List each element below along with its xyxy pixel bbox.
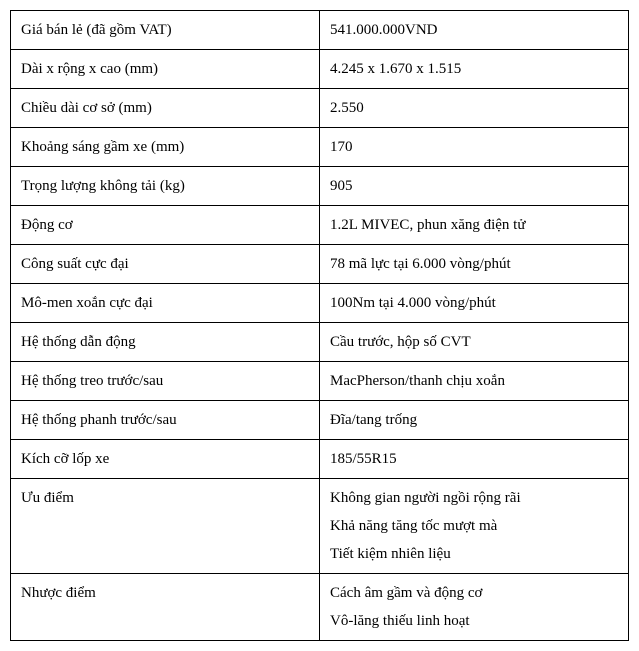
spec-label: Hệ thống dẫn động	[11, 323, 320, 362]
table-row: Kích cỡ lốp xe185/55R15	[11, 440, 629, 479]
table-row: Hệ thống dẫn độngCầu trước, hộp số CVT	[11, 323, 629, 362]
spec-value: 905	[320, 167, 629, 206]
spec-label: Nhược điểm	[11, 574, 320, 641]
spec-value-line: Cách âm gầm và động cơ	[330, 581, 618, 605]
table-row: Giá bán lẻ (đã gồm VAT)541.000.000VND	[11, 11, 629, 50]
spec-label: Động cơ	[11, 206, 320, 245]
spec-label: Dài x rộng x cao (mm)	[11, 50, 320, 89]
spec-label: Chiều dài cơ sở (mm)	[11, 89, 320, 128]
table-row: Dài x rộng x cao (mm)4.245 x 1.670 x 1.5…	[11, 50, 629, 89]
spec-label: Giá bán lẻ (đã gồm VAT)	[11, 11, 320, 50]
table-row: Ưu điểmKhông gian người ngồi rộng rãiKhả…	[11, 479, 629, 574]
table-row: Động cơ1.2L MIVEC, phun xăng điện tử	[11, 206, 629, 245]
spec-value-line: Không gian người ngồi rộng rãi	[330, 486, 618, 510]
table-row: Chiều dài cơ sở (mm)2.550	[11, 89, 629, 128]
spec-value: 100Nm tại 4.000 vòng/phút	[320, 284, 629, 323]
spec-table: Giá bán lẻ (đã gồm VAT)541.000.000VNDDài…	[10, 10, 629, 641]
spec-label: Công suất cực đại	[11, 245, 320, 284]
spec-value-multi: Không gian người ngồi rộng rãiKhả năng t…	[320, 479, 629, 574]
spec-value: MacPherson/thanh chịu xoắn	[320, 362, 629, 401]
table-row: Mô-men xoắn cực đại100Nm tại 4.000 vòng/…	[11, 284, 629, 323]
spec-value-line: Tiết kiệm nhiên liệu	[330, 542, 618, 566]
table-row: Công suất cực đại78 mã lực tại 6.000 vòn…	[11, 245, 629, 284]
spec-table-body: Giá bán lẻ (đã gồm VAT)541.000.000VNDDài…	[11, 11, 629, 641]
spec-value: 1.2L MIVEC, phun xăng điện tử	[320, 206, 629, 245]
table-row: Nhược điểm Cách âm gầm và động cơ Vô-lăng …	[11, 574, 629, 641]
spec-label: Khoảng sáng gầm xe (mm)	[11, 128, 320, 167]
spec-value: Đĩa/tang trống	[320, 401, 629, 440]
spec-label: Ưu điểm	[11, 479, 320, 574]
spec-value-multi: Cách âm gầm và động cơ Vô-lăng thiếu linh…	[320, 574, 629, 641]
table-row: Hệ thống phanh trước/sauĐĩa/tang trống	[11, 401, 629, 440]
spec-value: Cầu trước, hộp số CVT	[320, 323, 629, 362]
spec-value: 185/55R15	[320, 440, 629, 479]
spec-value: 541.000.000VND	[320, 11, 629, 50]
spec-label: Kích cỡ lốp xe	[11, 440, 320, 479]
spec-value: 78 mã lực tại 6.000 vòng/phút	[320, 245, 629, 284]
spec-label: Hệ thống phanh trước/sau	[11, 401, 320, 440]
table-row: Trọng lượng không tải (kg)905	[11, 167, 629, 206]
spec-value: 4.245 x 1.670 x 1.515	[320, 50, 629, 89]
spec-label: Trọng lượng không tải (kg)	[11, 167, 320, 206]
spec-label: Mô-men xoắn cực đại	[11, 284, 320, 323]
spec-value: 170	[320, 128, 629, 167]
table-row: Hệ thống treo trước/sauMacPherson/thanh …	[11, 362, 629, 401]
spec-value: 2.550	[320, 89, 629, 128]
table-row: Khoảng sáng gầm xe (mm)170	[11, 128, 629, 167]
spec-label: Hệ thống treo trước/sau	[11, 362, 320, 401]
spec-value-line: Vô-lăng thiếu linh hoạt	[330, 609, 618, 633]
